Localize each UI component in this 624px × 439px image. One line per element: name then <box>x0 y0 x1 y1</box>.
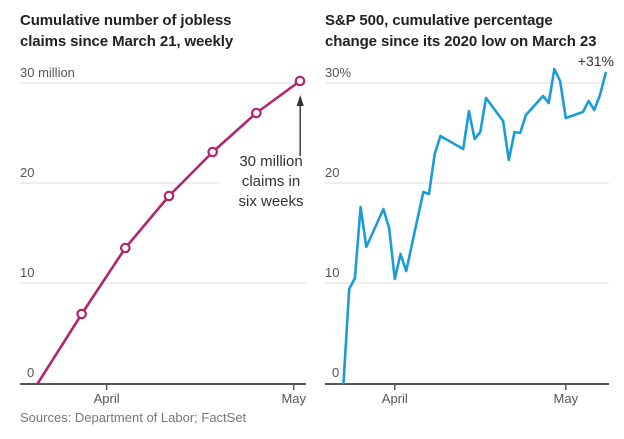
y-tick-label: 30 million <box>20 65 75 80</box>
x-tick-label: April <box>94 391 120 406</box>
x-tick-label: May <box>554 391 579 406</box>
x-tick-label: May <box>281 391 306 406</box>
sp500-chart: 0 10 20 30% April May <box>325 65 609 406</box>
y-tick-label: 20 <box>20 165 34 180</box>
data-point-marker <box>76 308 87 320</box>
y-tick-label: 0 <box>27 365 34 380</box>
claims-annotation: 30 million claims in six weeks <box>238 153 304 210</box>
data-point-marker <box>251 107 262 119</box>
y-tick-label: 20 <box>325 165 339 180</box>
annotation-arrowhead <box>296 95 304 106</box>
sp500-line <box>342 67 608 385</box>
data-point-marker <box>163 190 175 202</box>
y-tick-label: 10 <box>325 265 339 280</box>
sp500-chart-title: S&P 500, cumulative percentage change si… <box>325 12 597 50</box>
y-tick-label: 10 <box>20 265 34 280</box>
sp500-end-label: +31% <box>577 53 614 69</box>
jobless-line <box>36 79 302 385</box>
jobless-chart: 0 10 20 30 million April May <box>20 65 307 406</box>
data-point-marker <box>120 242 131 254</box>
jobless-chart-title: Cumulative number of jobless claims sinc… <box>20 12 234 50</box>
x-tick-label: April <box>382 391 408 406</box>
y-tick-label: 30% <box>325 65 351 80</box>
y-tick-label: 0 <box>332 365 339 380</box>
source-note: Sources: Department of Labor; FactSet <box>20 410 247 425</box>
data-point-marker <box>207 146 218 158</box>
data-point-marker <box>294 75 306 87</box>
